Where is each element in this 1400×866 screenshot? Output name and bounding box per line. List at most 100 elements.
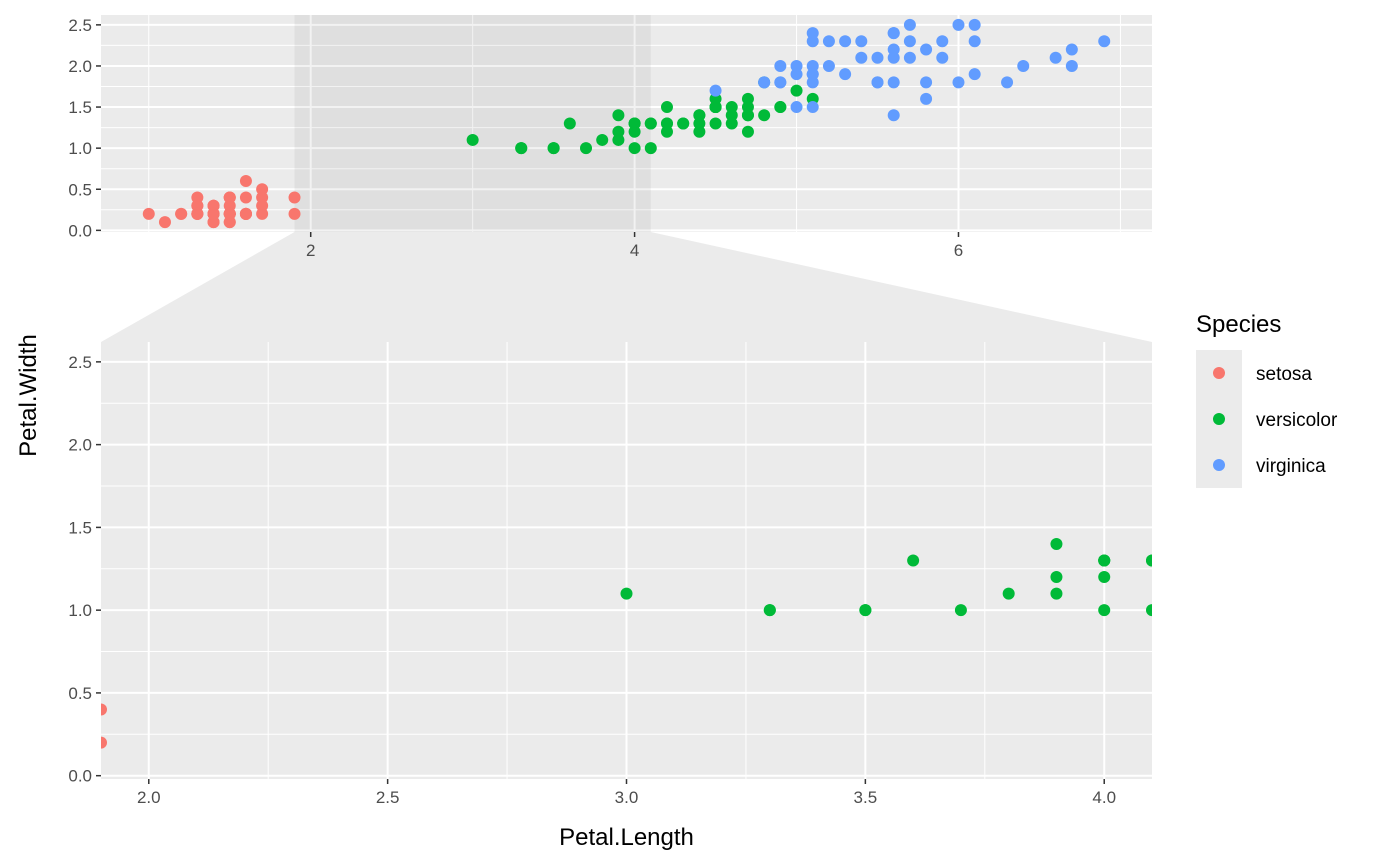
point-versicolor bbox=[741, 109, 754, 122]
point-versicolor-zoom bbox=[1098, 554, 1111, 567]
point-virginica bbox=[806, 27, 819, 40]
legend-label-versicolor: versicolor bbox=[1256, 410, 1338, 431]
point-virginica bbox=[822, 59, 835, 72]
point-versicolor bbox=[693, 125, 706, 138]
point-versicolor bbox=[709, 101, 722, 114]
zoom-x-tick-label: 2.0 bbox=[137, 788, 161, 807]
overview-y-tick-label: 2.5 bbox=[68, 16, 92, 35]
zoom-x-tick-label: 4.0 bbox=[1092, 788, 1116, 807]
point-versicolor-zoom bbox=[763, 604, 776, 617]
point-setosa-zoom bbox=[101, 703, 107, 716]
overview-y-tick-label: 0.5 bbox=[68, 180, 92, 199]
point-virginica bbox=[968, 35, 981, 48]
legend-key-versicolor bbox=[1213, 413, 1225, 425]
y-axis-title: Petal.Width bbox=[15, 334, 42, 457]
point-virginica bbox=[952, 18, 965, 31]
point-virginica bbox=[903, 35, 916, 48]
point-virginica bbox=[887, 51, 900, 64]
point-versicolor bbox=[660, 101, 673, 114]
legend-key-setosa bbox=[1213, 367, 1225, 379]
point-setosa bbox=[256, 199, 269, 212]
point-virginica bbox=[806, 59, 819, 72]
zoom-connector bbox=[101, 232, 1152, 342]
point-versicolor bbox=[774, 101, 787, 114]
point-virginica bbox=[887, 27, 900, 40]
point-versicolor bbox=[660, 117, 673, 130]
point-versicolor bbox=[644, 117, 657, 130]
point-virginica bbox=[1001, 76, 1014, 89]
point-virginica bbox=[903, 51, 916, 64]
legend-key-virginica bbox=[1213, 459, 1225, 471]
point-setosa bbox=[256, 191, 269, 204]
overview-y-tick-label: 1.5 bbox=[68, 98, 92, 117]
legend-label-setosa: setosa bbox=[1256, 364, 1312, 385]
point-versicolor bbox=[580, 142, 593, 155]
zoom-y-tick-label: 1.5 bbox=[68, 518, 92, 537]
point-versicolor bbox=[709, 92, 722, 105]
point-setosa bbox=[288, 191, 301, 204]
point-versicolor bbox=[709, 117, 722, 130]
point-versicolor bbox=[693, 109, 706, 122]
point-virginica bbox=[871, 51, 884, 64]
zoom-x-tick-label: 3.0 bbox=[615, 788, 639, 807]
overview-y-tick-label: 0.0 bbox=[68, 221, 92, 240]
point-virginica bbox=[968, 18, 981, 31]
point-virginica bbox=[936, 51, 949, 64]
point-versicolor-zoom bbox=[620, 587, 633, 600]
point-versicolor-zoom bbox=[1146, 554, 1152, 567]
zoom-region-highlight bbox=[294, 15, 651, 232]
point-setosa bbox=[191, 199, 204, 212]
point-setosa bbox=[239, 207, 252, 220]
point-virginica bbox=[709, 84, 722, 97]
point-versicolor bbox=[725, 101, 738, 114]
point-versicolor-zoom bbox=[954, 604, 967, 617]
point-virginica bbox=[920, 92, 933, 105]
point-virginica bbox=[822, 35, 835, 48]
point-versicolor-zoom bbox=[1050, 537, 1063, 550]
point-versicolor bbox=[741, 125, 754, 138]
point-setosa bbox=[191, 191, 204, 204]
legend-label-virginica: virginica bbox=[1256, 456, 1326, 477]
point-virginica bbox=[887, 76, 900, 89]
point-setosa bbox=[223, 191, 236, 204]
point-virginica bbox=[887, 43, 900, 56]
point-versicolor bbox=[628, 142, 641, 155]
point-versicolor-zoom bbox=[859, 604, 872, 617]
point-virginica bbox=[920, 76, 933, 89]
point-versicolor-zoom bbox=[1002, 587, 1015, 600]
point-virginica bbox=[774, 76, 787, 89]
point-virginica bbox=[774, 59, 787, 72]
point-virginica bbox=[871, 76, 884, 89]
point-versicolor bbox=[806, 92, 819, 105]
point-virginica bbox=[855, 51, 868, 64]
point-setosa bbox=[191, 207, 204, 220]
x-axis-title: Petal.Length bbox=[559, 824, 694, 851]
point-virginica bbox=[806, 68, 819, 81]
point-versicolor-zoom bbox=[1050, 571, 1063, 584]
point-setosa bbox=[288, 207, 301, 220]
point-versicolor bbox=[628, 125, 641, 138]
point-versicolor bbox=[790, 84, 803, 97]
point-setosa bbox=[158, 216, 171, 229]
point-versicolor bbox=[677, 117, 690, 130]
zoom-y-tick-label: 2.0 bbox=[68, 436, 92, 455]
point-versicolor bbox=[612, 133, 625, 146]
point-setosa-zoom bbox=[101, 736, 107, 749]
point-versicolor bbox=[612, 125, 625, 138]
point-setosa bbox=[223, 199, 236, 212]
point-setosa bbox=[207, 216, 220, 229]
point-versicolor bbox=[644, 142, 657, 155]
zoom-x-tick-label: 3.5 bbox=[854, 788, 878, 807]
point-setosa bbox=[256, 183, 269, 196]
overview-panel-background bbox=[101, 15, 1152, 232]
point-virginica bbox=[790, 59, 803, 72]
point-versicolor bbox=[628, 117, 641, 130]
point-virginica bbox=[968, 68, 981, 81]
point-virginica bbox=[839, 68, 852, 81]
zoom-grid bbox=[101, 342, 1152, 779]
point-versicolor-zoom bbox=[1050, 587, 1063, 600]
point-virginica bbox=[903, 18, 916, 31]
point-setosa bbox=[256, 207, 269, 220]
point-virginica bbox=[1065, 59, 1078, 72]
point-virginica bbox=[806, 101, 819, 114]
